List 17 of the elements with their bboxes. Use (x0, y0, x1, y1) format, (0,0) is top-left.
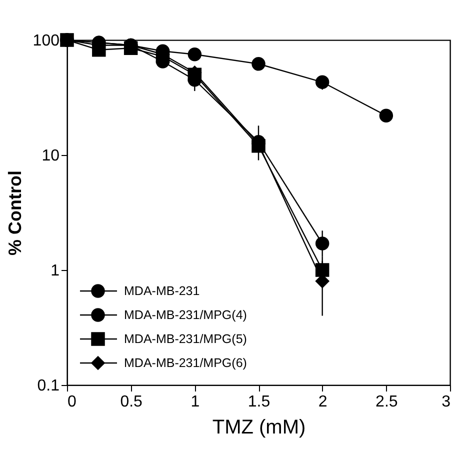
y-tick-label: 10 (42, 148, 60, 164)
x-tick-label: 3 (442, 394, 451, 410)
legend-label: MDA-MB-231/MPG(4) (124, 308, 247, 322)
x-tick-label: 0.5 (120, 394, 143, 410)
legend-label: MDA-MB-231/MPG(5) (124, 332, 247, 346)
x-axis-title: TMZ (mM) (212, 416, 306, 438)
x-tick-label: 2 (318, 394, 328, 410)
x-tick-label: 1.5 (248, 394, 270, 410)
x-tick-label: 0 (68, 394, 76, 410)
legend-label: MDA-MB-231/MPG(6) (124, 356, 247, 370)
y-tick-label: 1 (50, 262, 60, 280)
x-tick-label: 1 (190, 394, 200, 410)
y-tick-label: 0.1 (37, 378, 60, 394)
y-tick-label: 100 (32, 32, 60, 50)
y-axis-title: % Control (4, 170, 25, 256)
x-tick-label: 2.5 (376, 394, 398, 410)
legend-label: MDA-MB-231 (124, 284, 200, 298)
